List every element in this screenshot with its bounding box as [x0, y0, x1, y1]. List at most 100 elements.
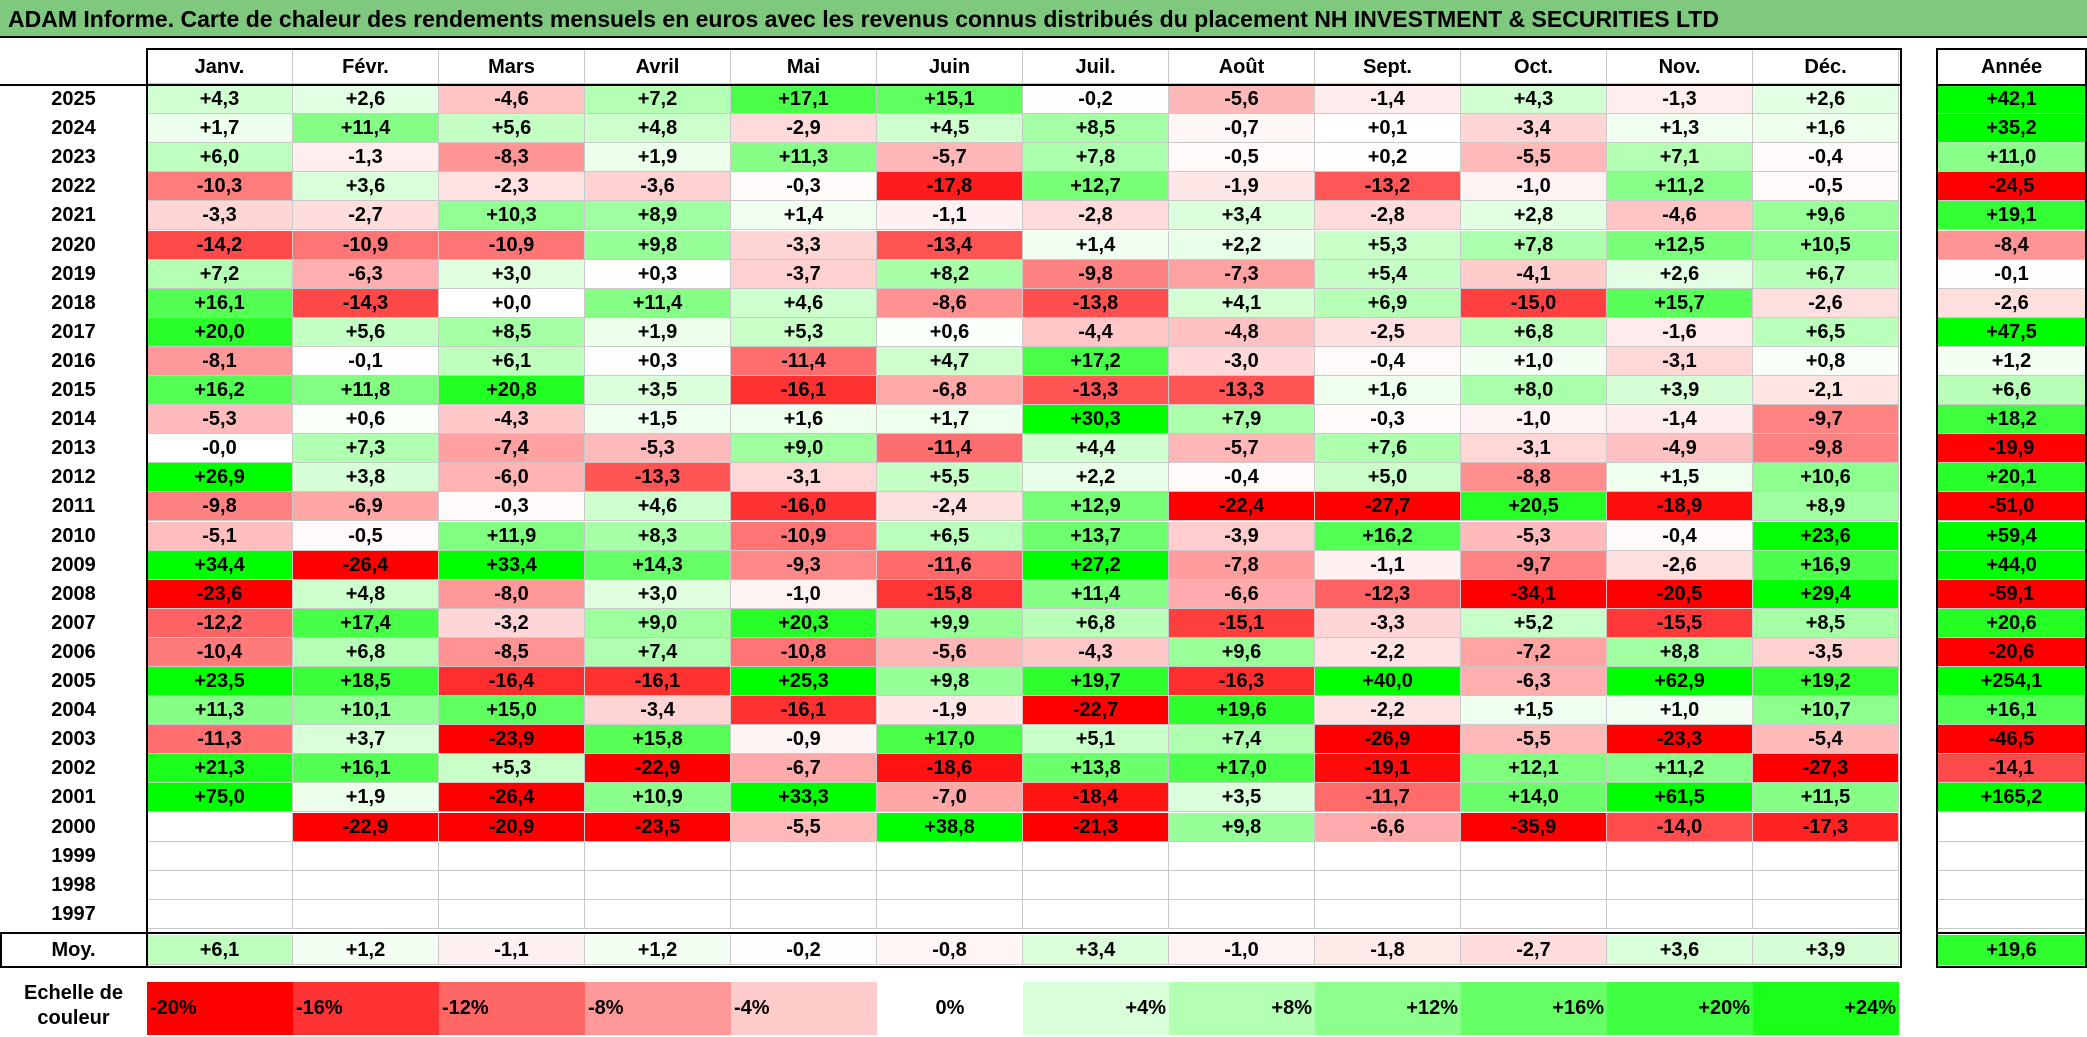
heatmap-cell: -0,9: [731, 725, 877, 755]
heatmap-cell: +10,5: [1753, 230, 1899, 260]
heatmap-cell: -17,3: [1753, 812, 1899, 842]
heatmap-cell: -0,2: [1023, 85, 1169, 115]
heatmap-cell: [293, 841, 439, 871]
heatmap-cell: [1315, 841, 1461, 871]
heatmap-cell: +6,1: [439, 346, 585, 376]
heatmap-cell: -5,6: [1169, 85, 1315, 115]
heatmap-cell: [147, 841, 293, 871]
heatmap-cell: +16,1: [293, 754, 439, 784]
heatmap-cell: +9,8: [1169, 812, 1315, 842]
heatmap-cell: +5,6: [439, 114, 585, 144]
heatmap-cell: +3,0: [585, 579, 731, 609]
annual-cell: [1937, 812, 2086, 842]
heatmap-cell: +6,0: [147, 143, 293, 173]
year-label: 1999: [51, 844, 96, 867]
heatmap-cell: [877, 870, 1023, 900]
heatmap-cell: +15,1: [877, 85, 1023, 115]
heatmap-cell: +19,6: [1169, 696, 1315, 726]
heatmap-cell: -4,9: [1607, 434, 1753, 464]
heatmap-cell: -1,9: [1169, 172, 1315, 202]
annual-cell: -59,1: [1937, 579, 2086, 609]
heatmap-cell: +6,9: [1315, 288, 1461, 318]
heatmap-cell: -0,3: [1315, 405, 1461, 435]
year-label: 2019: [51, 262, 96, 285]
heatmap-cell: +17,0: [1169, 754, 1315, 784]
heatmap-cell: +1,6: [1753, 114, 1899, 144]
year-label: 1998: [51, 873, 96, 896]
year-label: 2001: [51, 786, 96, 809]
heatmap-cell: +12,9: [1023, 492, 1169, 522]
heatmap-cell: +6,8: [1461, 317, 1607, 347]
heatmap-cell: -13,8: [1023, 288, 1169, 318]
heatmap-cell: +4,3: [147, 85, 293, 115]
average-cell: +1,2: [293, 935, 439, 965]
year-label: 2002: [51, 757, 96, 780]
heatmap-cell: -13,4: [877, 230, 1023, 260]
color-scale-step: -12%: [439, 982, 585, 1035]
year-label: 2017: [51, 320, 96, 343]
average-cell: -1,8: [1315, 935, 1461, 965]
heatmap-cell: -9,7: [1753, 405, 1899, 435]
heatmap-cell: -23,3: [1607, 725, 1753, 755]
heatmap-cell: +10,3: [439, 201, 585, 231]
heatmap-cell: +16,2: [147, 376, 293, 406]
heatmap-cell: +4,6: [731, 288, 877, 318]
heatmap-cell: -4,3: [1023, 637, 1169, 667]
year-label: 2011: [51, 495, 96, 518]
heatmap-cell: -1,0: [1461, 172, 1607, 202]
heatmap-cell: -0,5: [1753, 172, 1899, 202]
heatmap-cell: -11,3: [147, 725, 293, 755]
heatmap-cell: +9,6: [1169, 637, 1315, 667]
heatmap-cell: -0,4: [1753, 143, 1899, 173]
heatmap-cell: +4,3: [1461, 85, 1607, 115]
heatmap-cell: [439, 870, 585, 900]
annual-cell: [1937, 870, 2086, 900]
heatmap-cell: -0,4: [1315, 346, 1461, 376]
month-header: Janv.: [147, 50, 293, 84]
heatmap-cell: +5,2: [1461, 608, 1607, 638]
heatmap-cell: +2,6: [1753, 85, 1899, 115]
heatmap-cell: +8,9: [585, 201, 731, 231]
heatmap-cell: +20,8: [439, 376, 585, 406]
color-scale-step: -8%: [585, 982, 731, 1035]
heatmap-cell: -10,8: [731, 637, 877, 667]
heatmap-cell: -10,9: [439, 230, 585, 260]
heatmap-cell: +17,4: [293, 608, 439, 638]
heatmap-cell: +0,2: [1315, 143, 1461, 173]
heatmap-cell: -17,8: [877, 172, 1023, 202]
annual-average-divider: [1936, 932, 2087, 934]
heatmap-cell: +4,5: [877, 114, 1023, 144]
heatmap-cell: -2,3: [439, 172, 585, 202]
heatmap-cell: -18,6: [877, 754, 1023, 784]
annual-cell: +20,6: [1937, 608, 2086, 638]
year-label: 2016: [51, 349, 96, 372]
annual-cell: +20,1: [1937, 463, 2086, 493]
heatmap-cell: +7,4: [1169, 725, 1315, 755]
annual-cell: [1937, 899, 2086, 929]
heatmap-cell: +23,5: [147, 667, 293, 697]
color-scale-step: 0%: [877, 982, 1023, 1035]
heatmap-cell: -15,0: [1461, 288, 1607, 318]
heatmap-cell: +10,1: [293, 696, 439, 726]
heatmap-cell: +23,6: [1753, 521, 1899, 551]
heatmap-cell: +16,9: [1753, 550, 1899, 580]
heatmap-cell: +3,7: [293, 725, 439, 755]
heatmap-cell: +0,1: [1315, 114, 1461, 144]
annual-cell: -51,0: [1937, 492, 2086, 522]
heatmap-cell: -19,1: [1315, 754, 1461, 784]
heatmap-cell: -8,3: [439, 143, 585, 173]
heatmap-cell: +13,8: [1023, 754, 1169, 784]
heatmap-cell: -23,5: [585, 812, 731, 842]
year-label: 2022: [51, 175, 96, 198]
heatmap-cell: -11,7: [1315, 783, 1461, 813]
heatmap-cell: -14,0: [1607, 812, 1753, 842]
heatmap-cell: +11,4: [585, 288, 731, 318]
heatmap-cell: [585, 841, 731, 871]
heatmap-cell: +11,3: [147, 696, 293, 726]
annual-cell: +44,0: [1937, 550, 2086, 580]
heatmap-cell: +7,4: [585, 637, 731, 667]
year-label: 2009: [51, 553, 96, 576]
average-cell: +3,6: [1607, 935, 1753, 965]
heatmap-cell: -1,0: [1461, 405, 1607, 435]
heatmap-cell: +0,3: [585, 346, 731, 376]
